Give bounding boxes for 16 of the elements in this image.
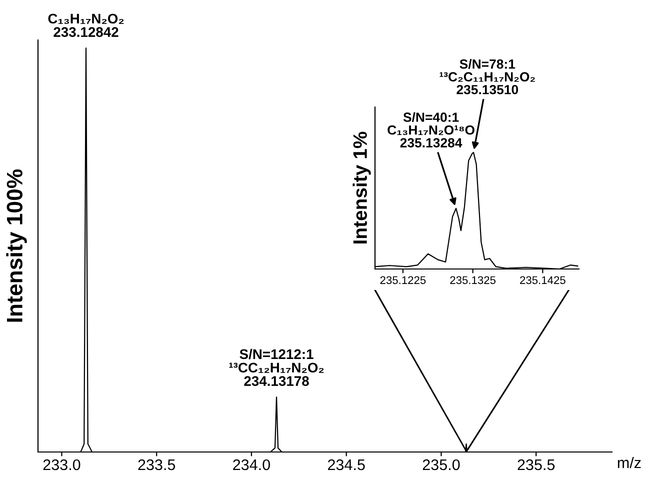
x-tick-label: 235.0: [422, 459, 460, 470]
annotation: C₁₃H₁₇N₂O₂ 233.12842: [48, 14, 124, 38]
annotation: S/N=78:1 ¹³C₂C₁₁H₁₇N₂O₂ 235.13510: [440, 59, 535, 94]
x-tick-label: 234.0: [233, 459, 270, 470]
x-tick-label: 235.1225: [380, 276, 426, 284]
y-axis-title: Intensity 100%: [6, 169, 27, 322]
y-axis-title: Intensity 1%: [352, 132, 371, 244]
x-tick-label: 235.1325: [450, 276, 496, 284]
x-tick-label: 235.5: [518, 459, 555, 470]
x-tick-label: 235.1425: [520, 276, 566, 284]
annotation: S/N=40:1 C₁₃H₁₇N₂O¹⁸O 235.13284: [388, 112, 474, 148]
x-axis-title: m/z: [618, 456, 641, 468]
annotation: S/N=1212:1 ¹³CC₁₂H₁₇N₂O₂ 234.13178: [229, 348, 324, 386]
x-tick-label: 233.5: [138, 459, 176, 470]
x-tick-label: 234.5: [328, 459, 365, 470]
x-tick-label: 233.0: [43, 459, 80, 470]
